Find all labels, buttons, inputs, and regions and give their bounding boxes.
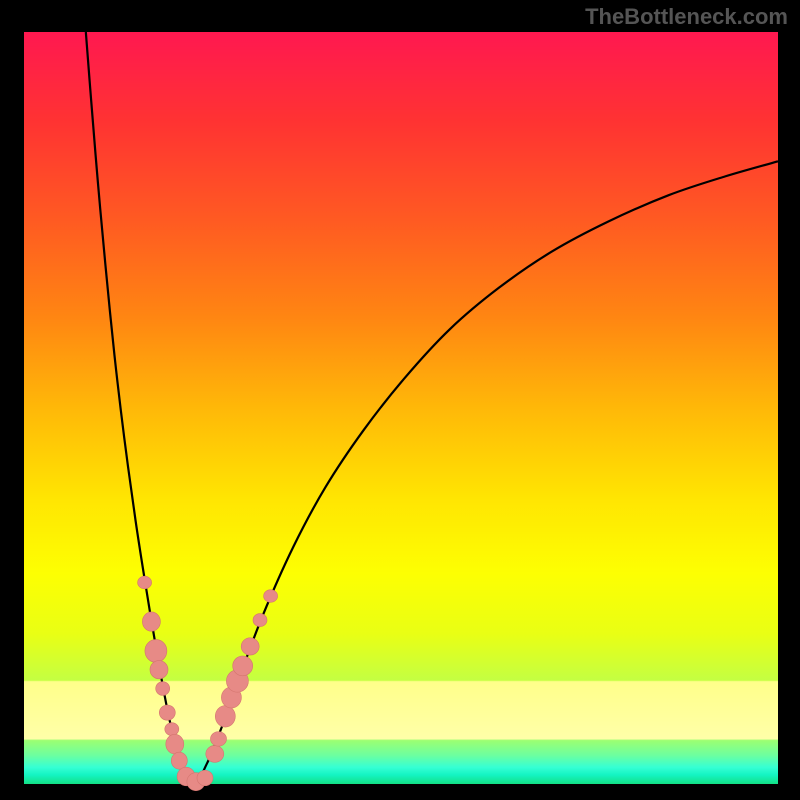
beads-layer [24,32,778,784]
bead [253,614,267,627]
plot-area [24,32,778,784]
bead [142,612,160,631]
chart-stage: TheBottleneck.com [0,0,800,800]
bead [211,732,227,747]
bead [171,752,187,769]
bead [197,770,213,786]
bead [145,639,167,662]
bead [150,661,168,679]
bead [138,576,152,589]
bead [156,682,170,696]
watermark-text: TheBottleneck.com [585,4,788,30]
bead [165,723,179,736]
bead [206,745,224,762]
bead [264,590,278,603]
bead [215,706,235,728]
bead [241,638,259,655]
bead [159,705,175,720]
bead [166,734,184,754]
bead [233,656,253,676]
